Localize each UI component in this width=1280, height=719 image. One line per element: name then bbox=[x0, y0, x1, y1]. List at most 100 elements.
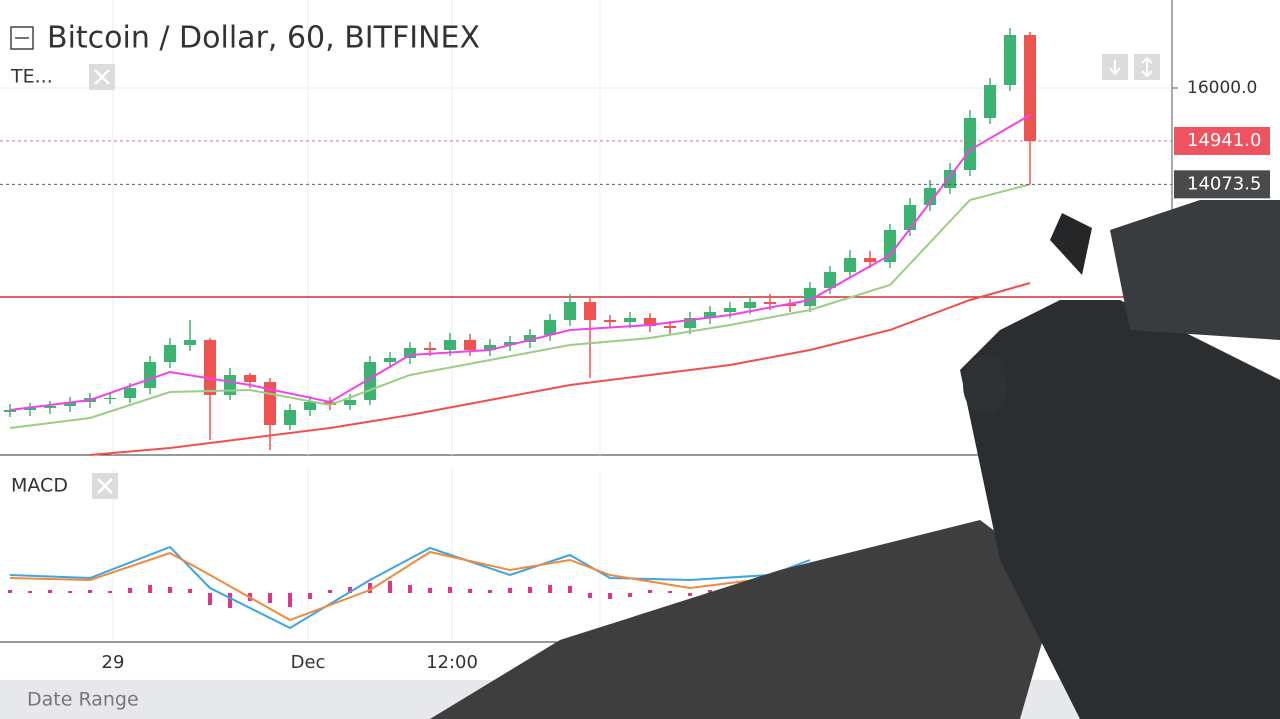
candle-body bbox=[584, 302, 596, 320]
candle-body bbox=[24, 408, 36, 410]
histogram-bar bbox=[68, 591, 72, 593]
date-range[interactable]: Date Range bbox=[27, 689, 139, 711]
candle-body bbox=[764, 302, 776, 304]
histogram-bar bbox=[448, 587, 452, 593]
scale-icon bbox=[1141, 56, 1153, 78]
rifle-knob bbox=[963, 355, 1007, 415]
histogram-bar bbox=[48, 590, 52, 593]
x-tick-label: Dec bbox=[291, 652, 326, 673]
candle-body bbox=[704, 312, 716, 318]
candle-body bbox=[484, 345, 496, 350]
indicator-line bbox=[9, 114, 1031, 411]
candle-body bbox=[724, 308, 736, 312]
histogram-bar bbox=[608, 593, 612, 599]
histogram-bar bbox=[268, 593, 272, 603]
histogram-bar bbox=[148, 585, 152, 593]
chart-title: Bitcoin / Dollar, 60, BITFINEX bbox=[47, 21, 480, 56]
candle-body bbox=[444, 340, 456, 350]
histogram-bar bbox=[8, 590, 12, 593]
histogram-bar bbox=[708, 590, 712, 593]
histogram-bar bbox=[388, 581, 392, 593]
histogram-bar bbox=[128, 588, 132, 593]
rifle-sleeve bbox=[430, 520, 1060, 719]
close-icon bbox=[97, 478, 113, 494]
candle-body bbox=[884, 230, 896, 262]
candle-body bbox=[64, 402, 76, 406]
histogram-bar bbox=[208, 593, 212, 605]
candle-body bbox=[1004, 35, 1016, 85]
price-label-box bbox=[1174, 126, 1270, 155]
histogram-bar bbox=[648, 590, 652, 593]
indicator-line bbox=[9, 550, 811, 622]
indicator-label: TE... bbox=[10, 66, 53, 88]
histogram-bar bbox=[228, 593, 232, 608]
histogram-bar bbox=[588, 593, 592, 598]
candle-body bbox=[624, 318, 636, 322]
rifle-sight bbox=[1050, 213, 1092, 275]
histogram-bar bbox=[508, 588, 512, 593]
candle-body bbox=[604, 320, 616, 322]
candle-body bbox=[464, 340, 476, 350]
candle-body bbox=[824, 272, 836, 288]
histogram-bar bbox=[348, 587, 352, 593]
candle-body bbox=[424, 348, 436, 350]
candle-body bbox=[524, 335, 536, 342]
candle-body bbox=[784, 304, 796, 306]
candle-body bbox=[684, 318, 696, 328]
indicator-line bbox=[89, 282, 1031, 456]
candle-body bbox=[344, 400, 356, 405]
candle-body bbox=[864, 258, 876, 262]
histogram-bar bbox=[288, 593, 292, 607]
scroll-icon bbox=[1109, 60, 1121, 76]
histogram-bar bbox=[628, 593, 632, 597]
histogram-bar bbox=[328, 590, 332, 593]
histogram-bar bbox=[548, 585, 552, 593]
candle-body bbox=[244, 375, 256, 382]
candle-body bbox=[144, 362, 156, 388]
candle-body bbox=[984, 85, 996, 118]
candle-body bbox=[124, 388, 136, 398]
candle-body bbox=[644, 318, 656, 326]
candle-body bbox=[964, 118, 976, 170]
candle-body bbox=[744, 302, 756, 308]
candle-body bbox=[204, 340, 216, 395]
collapse-icon[interactable] bbox=[10, 26, 34, 50]
x-tick-label: 12:00 bbox=[426, 652, 478, 673]
rifle-body bbox=[960, 300, 1280, 719]
histogram-bar bbox=[28, 591, 32, 593]
indicator-line bbox=[9, 545, 811, 630]
histogram-bar bbox=[568, 586, 572, 593]
histogram-bar bbox=[168, 587, 172, 593]
candle-body bbox=[44, 406, 56, 408]
candle-body bbox=[304, 402, 316, 410]
close-icon bbox=[94, 69, 110, 85]
candle-body bbox=[844, 258, 856, 272]
candle-body bbox=[664, 326, 676, 328]
candle-body bbox=[944, 170, 956, 188]
price-label: 14941.0 bbox=[1187, 130, 1261, 151]
candle-body bbox=[404, 348, 416, 358]
y-tick-label: 16000.0 bbox=[1187, 78, 1257, 98]
x-tick-label: 29 bbox=[102, 652, 125, 673]
histogram-bar bbox=[108, 591, 112, 593]
price-label-box bbox=[1174, 170, 1270, 199]
candle-body bbox=[184, 340, 196, 345]
candle-body bbox=[924, 188, 936, 205]
candle-body bbox=[4, 410, 16, 412]
histogram-bar bbox=[528, 587, 532, 593]
indicator-line bbox=[9, 183, 1031, 429]
histogram-bar bbox=[408, 585, 412, 593]
histogram-bar bbox=[428, 588, 432, 593]
candle-body bbox=[504, 342, 516, 345]
histogram-bar bbox=[368, 583, 372, 593]
histogram-bar bbox=[308, 593, 312, 599]
candle-body bbox=[564, 302, 576, 320]
histogram-bar bbox=[188, 589, 192, 593]
candle-body bbox=[1024, 35, 1036, 141]
histogram-bar bbox=[688, 593, 692, 596]
candle-body bbox=[104, 398, 116, 399]
histogram-bar bbox=[488, 590, 492, 593]
histogram-bar bbox=[468, 589, 472, 593]
